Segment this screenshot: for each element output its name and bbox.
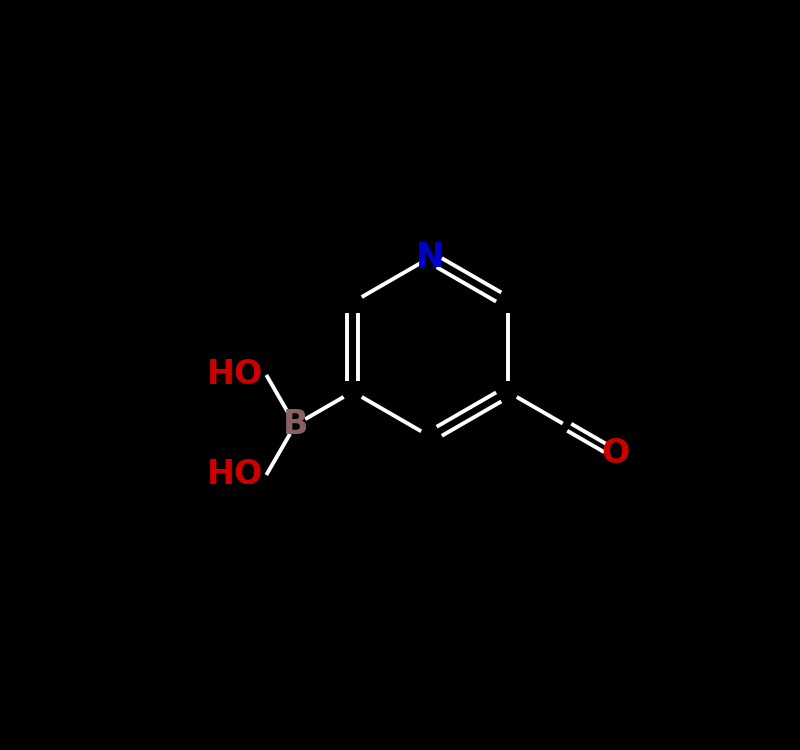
Text: B: B (282, 409, 308, 442)
Text: N: N (416, 241, 444, 274)
Text: HO: HO (207, 358, 263, 392)
Text: O: O (601, 437, 630, 470)
Text: HO: HO (207, 458, 263, 491)
